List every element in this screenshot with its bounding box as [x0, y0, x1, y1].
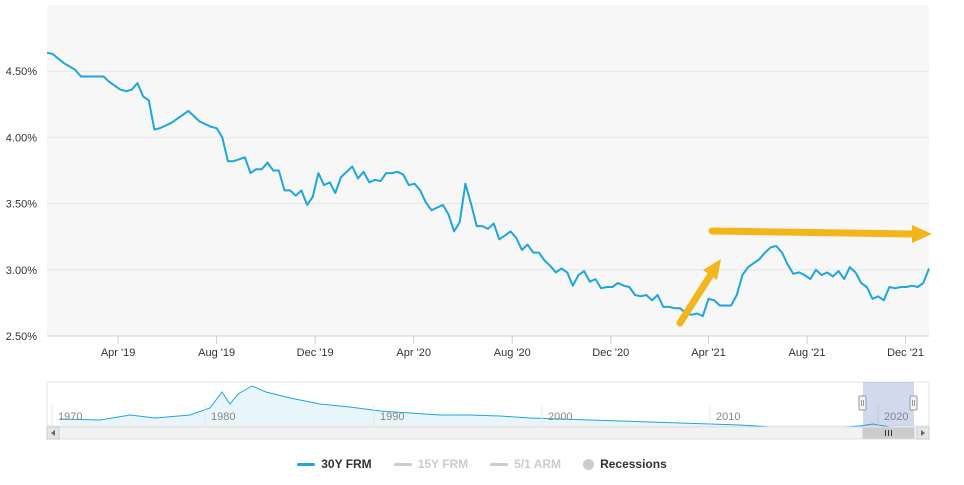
x-axis-labels: Apr '19 Aug '19 Dec '19 Apr '20 Aug '20 Dec '…	[101, 347, 924, 359]
navigator-label-1: 1980	[211, 411, 235, 423]
navigator-handle-left[interactable]	[858, 395, 867, 411]
scrollbar-left-arrow-icon	[51, 430, 55, 436]
navigator-label-5: 2020	[884, 411, 908, 423]
legend-label-15y-frm: 15Y FRM	[417, 457, 469, 471]
diagonal-arrow-shaft	[676, 272, 714, 327]
x-axis-tick-marks	[117, 336, 907, 344]
navigator-label-2: 1990	[380, 411, 404, 423]
y-axis-labels: 2.50% 3.00% 3.50% 4.00% 4.50%	[6, 66, 37, 343]
mortgage-rate-chart: 2.50% 3.00% 3.50% 4.00% 4.50% Apr '19 Aug '19…	[5, 5, 932, 440]
legend-item-5-1-arm[interactable]: 5/1 ARM	[490, 457, 561, 471]
navigator-gridlines	[51, 405, 879, 426]
legend-item-30y-frm[interactable]: 30Y FRM	[297, 457, 372, 471]
y-tick-label-0: 2.50%	[6, 331, 37, 343]
y-tick-label-2: 3.50%	[6, 199, 37, 211]
legend-swatch-30y-frm	[297, 462, 316, 466]
navigator-series-area	[60, 386, 928, 428]
x-tick-label-0: Apr '19	[101, 347, 136, 359]
x-tick-label-7: Aug '21	[789, 347, 826, 359]
navigator-labels: 1970 1980 1990 2000 2010 2020	[58, 411, 908, 423]
legend-item-15y-frm[interactable]: 15Y FRM	[393, 457, 469, 471]
legend-item-recessions[interactable]: Recessions	[583, 457, 667, 471]
y-tick-label-4: 4.50%	[6, 66, 37, 78]
horizontal-arrow-shaft	[708, 227, 916, 238]
x-tick-label-4: Aug '20	[494, 347, 531, 359]
scrollbar[interactable]	[46, 426, 930, 440]
annotation-arrows	[676, 225, 932, 327]
navigator-selection[interactable]	[863, 382, 914, 426]
legend-label-recessions: Recessions	[600, 457, 667, 471]
x-tick-label-5: Dec '20	[592, 347, 629, 359]
legend-swatch-15y-frm	[393, 462, 412, 466]
chart-legend: 30Y FRM 15Y FRM 5/1 ARM Recessions	[0, 455, 964, 473]
y-tick-label-1: 3.00%	[6, 265, 37, 277]
legend-swatch-recessions	[583, 458, 595, 470]
horizontal-arrowhead	[912, 225, 932, 243]
navigator-label-0: 1970	[58, 411, 82, 423]
x-tick-label-6: Apr '21	[691, 347, 726, 359]
plot-background	[47, 5, 929, 336]
x-tick-label-1: Aug '19	[198, 347, 235, 359]
x-tick-label-2: Dec '19	[297, 347, 334, 359]
navigator-label-4: 2010	[716, 411, 740, 423]
scrollbar-track[interactable]	[46, 426, 930, 440]
legend-label-30y-frm: 30Y FRM	[321, 457, 372, 471]
legend-label-5-1-arm: 5/1 ARM	[514, 457, 562, 471]
navigator-handle-right[interactable]	[909, 395, 918, 411]
x-tick-label-8: Dec '21	[887, 347, 924, 359]
legend-swatch-5-1-arm	[490, 462, 509, 466]
y-tick-label-3: 4.00%	[6, 132, 37, 144]
diagonal-arrowhead	[703, 259, 721, 280]
scrollbar-right-arrow-icon	[921, 430, 925, 436]
series-line-30y-frm[interactable]	[46, 51, 930, 318]
x-tick-label-3: Apr '20	[396, 347, 431, 359]
navigator[interactable]: 1970 1980 1990 2000 2010 2020	[46, 381, 930, 429]
navigator-label-3: 2000	[548, 411, 572, 423]
